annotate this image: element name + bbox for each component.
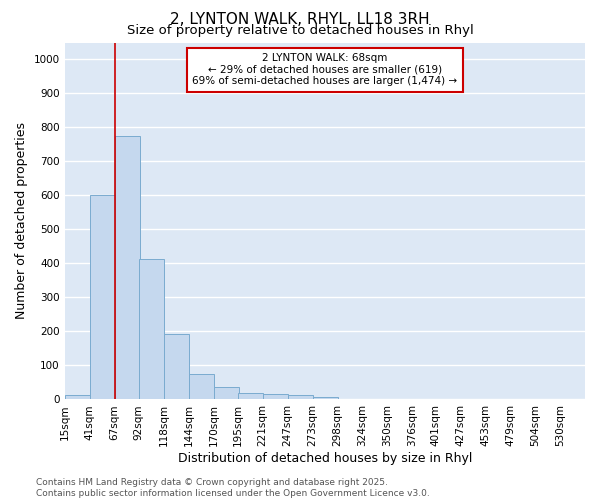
Bar: [89, 195, 115, 400]
Bar: [288, 396, 313, 400]
Text: Contains HM Land Registry data © Crown copyright and database right 2025.
Contai: Contains HM Land Registry data © Crown c…: [36, 478, 430, 498]
Bar: [115, 136, 140, 400]
Text: 2 LYNTON WALK: 68sqm
← 29% of detached houses are smaller (619)
69% of semi-deta: 2 LYNTON WALK: 68sqm ← 29% of detached h…: [192, 53, 457, 86]
Bar: [214, 387, 239, 400]
Y-axis label: Number of detached properties: Number of detached properties: [15, 122, 28, 320]
X-axis label: Distribution of detached houses by size in Rhyl: Distribution of detached houses by size …: [178, 452, 472, 465]
Bar: [65, 395, 89, 400]
Bar: [139, 259, 164, 400]
Bar: [238, 394, 263, 400]
Bar: [164, 334, 188, 400]
Text: 2, LYNTON WALK, RHYL, LL18 3RH: 2, LYNTON WALK, RHYL, LL18 3RH: [170, 12, 430, 28]
Bar: [263, 394, 288, 400]
Bar: [188, 374, 214, 400]
Bar: [313, 397, 338, 400]
Text: Size of property relative to detached houses in Rhyl: Size of property relative to detached ho…: [127, 24, 473, 37]
